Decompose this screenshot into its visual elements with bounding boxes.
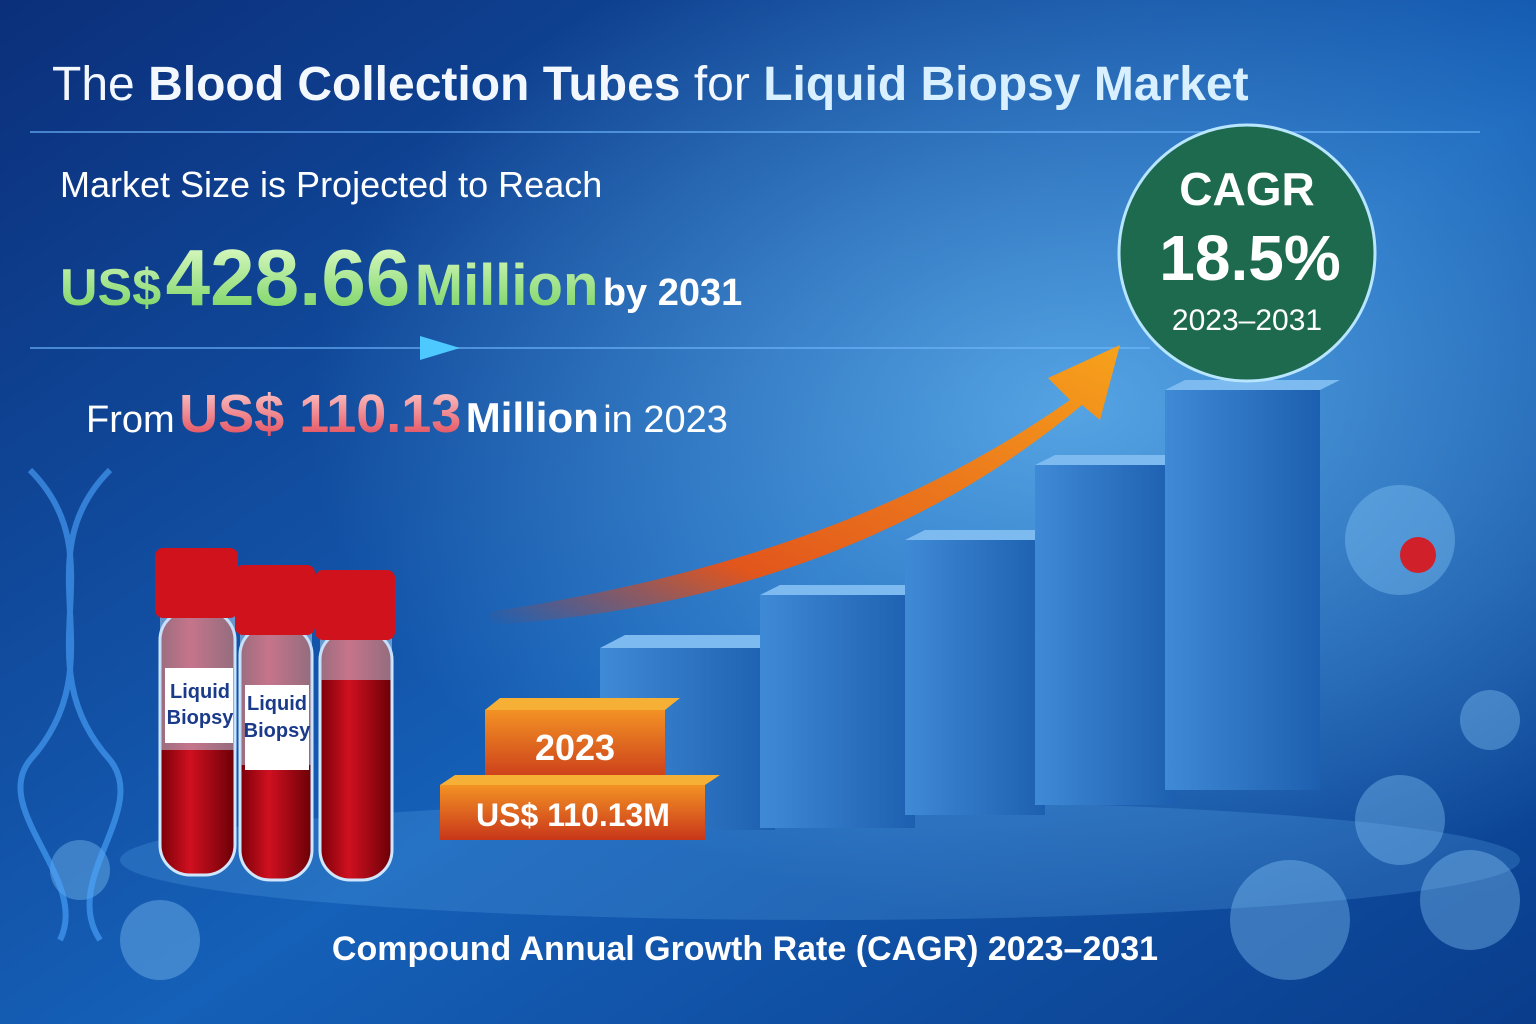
tube-label-text: Liquid	[247, 693, 307, 715]
tube-label	[165, 668, 233, 743]
dna-helix	[17, 467, 124, 942]
bar	[760, 595, 915, 828]
from-line: From US$ 110.13 Million in 2023	[86, 384, 728, 444]
title-part: The	[52, 58, 135, 111]
bar	[1165, 390, 1320, 790]
tubes: Liquid Biopsy Liquid Biopsy	[155, 548, 395, 882]
bar	[1035, 465, 1175, 805]
block	[485, 710, 665, 785]
bar-top	[1165, 380, 1340, 390]
tube-label-text: Biopsy	[167, 707, 235, 729]
title-part: for	[694, 58, 750, 111]
arrow-tip	[420, 336, 460, 360]
cagr-badge	[1117, 123, 1377, 383]
block-year: 2023	[535, 727, 615, 768]
bar-top	[1035, 455, 1195, 465]
title-part: Blood Collection Tubes	[148, 58, 680, 111]
target: US$ 428.66 Million by 2031	[60, 233, 742, 322]
bar-top	[905, 530, 1065, 540]
bar	[905, 540, 1045, 815]
bars	[600, 380, 1340, 830]
bar-top	[600, 635, 795, 648]
cagr-period: 2023–2031	[1172, 304, 1322, 337]
amount: 428.66	[166, 233, 411, 322]
title: The Blood Collection Tubes for Liquid Bi…	[52, 58, 1249, 111]
suffix: by 2031	[603, 272, 742, 314]
tube-cap	[235, 565, 315, 635]
cells	[50, 485, 1520, 980]
cagr-value: 18.5%	[1159, 222, 1340, 294]
title-part: Liquid Biopsy Market	[763, 58, 1248, 111]
tube-cap	[155, 548, 238, 618]
footer: Compound Annual Growth Rate (CAGR) 2023–…	[332, 930, 1158, 968]
unit: Million	[415, 253, 599, 318]
tube-label-text: Liquid	[170, 681, 230, 703]
block-top	[440, 775, 720, 785]
bar-top	[760, 585, 935, 595]
currency: US$	[60, 259, 161, 317]
from-suffix: in 2023	[603, 399, 728, 441]
from-prefix: From	[86, 399, 175, 441]
tube-cap	[315, 570, 395, 640]
tube-label-text: Biopsy	[244, 720, 312, 742]
block-top	[485, 698, 680, 710]
block-value: US$ 110.13M	[476, 797, 670, 833]
cell-nucleus	[1400, 537, 1436, 573]
from-unit: Million	[466, 394, 599, 441]
lead: Market Size is Projected to Reach	[60, 164, 602, 205]
from-amount: US$ 110.13	[179, 384, 461, 444]
tube-label	[245, 685, 309, 770]
block	[440, 785, 705, 840]
cagr-label: CAGR	[1179, 163, 1314, 215]
